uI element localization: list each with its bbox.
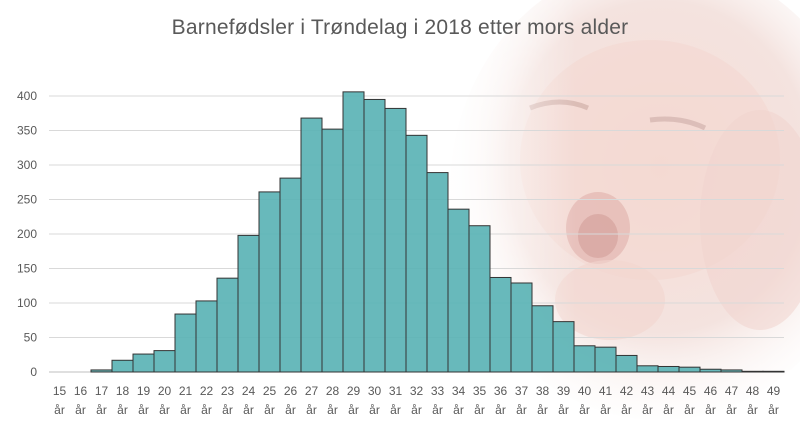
x-tick-label: 22 år	[200, 384, 214, 417]
bar	[468, 225, 491, 373]
x-tick-label: 49 år	[767, 384, 781, 417]
bar	[489, 276, 512, 373]
x-axis-labels: 15 år 16 år 17 år 18 år 19 år 20 år 21 år 22 år 23 år 24 år…	[53, 384, 781, 417]
x-tick-label: 42 år	[620, 384, 634, 417]
bar	[615, 354, 638, 373]
x-tick-label: 33 år	[431, 384, 445, 417]
x-tick-label: 39 år	[557, 384, 571, 417]
x-tick-label: 26 år	[284, 384, 298, 417]
x-tick-label: 27 år	[305, 384, 319, 417]
bar	[258, 191, 281, 373]
bar	[237, 234, 260, 373]
bar	[384, 107, 407, 373]
x-tick-label: 28 år	[326, 384, 340, 417]
x-tick-label: 25 år	[263, 384, 277, 417]
x-tick-label: 32 år	[410, 384, 424, 417]
bar	[111, 359, 134, 373]
x-tick-label: 36 år	[494, 384, 508, 417]
x-tick-label: 23 år	[221, 384, 235, 417]
bar	[678, 366, 701, 373]
x-tick-label: 29 år	[347, 384, 361, 417]
x-tick-label: 37 år	[515, 384, 529, 417]
bar	[510, 282, 533, 373]
bar	[195, 300, 218, 373]
x-tick-label: 41 år	[599, 384, 613, 417]
bar	[447, 208, 470, 373]
bar	[342, 91, 365, 373]
x-tick-label: 18 år	[116, 384, 130, 417]
bar	[363, 98, 386, 373]
x-tick-label: 21 år	[179, 384, 193, 417]
bar	[657, 365, 680, 373]
bar	[153, 350, 176, 373]
bar	[132, 353, 155, 373]
bar	[216, 277, 239, 373]
x-tick-label: 20 år	[158, 384, 172, 417]
x-tick-label: 31 år	[389, 384, 403, 417]
bar	[321, 128, 344, 373]
bars	[90, 91, 785, 373]
y-tick-label: 400	[17, 89, 37, 103]
y-tick-label: 50	[24, 331, 38, 345]
x-tick-label: 43 år	[641, 384, 655, 417]
bar	[573, 345, 596, 373]
bar	[531, 305, 554, 373]
y-tick-label: 250	[17, 193, 37, 207]
x-tick-label: 24 år	[242, 384, 256, 417]
x-tick-label: 35 år	[473, 384, 487, 417]
bar	[762, 370, 785, 373]
x-tick-label: 16 år	[74, 384, 88, 417]
bar	[552, 321, 575, 373]
bar	[300, 117, 323, 373]
bar	[594, 346, 617, 373]
y-tick-label: 300	[17, 158, 37, 172]
y-tick-label: 200	[17, 227, 37, 241]
bar	[741, 370, 764, 373]
x-tick-label: 15 år	[53, 384, 67, 417]
x-tick-label: 48 år	[746, 384, 760, 417]
x-tick-label: 17 år	[95, 384, 109, 417]
y-tick-label: 0	[30, 365, 37, 379]
x-tick-label: 19 år	[137, 384, 151, 417]
x-tick-label: 40 år	[578, 384, 592, 417]
x-tick-label: 47 år	[725, 384, 739, 417]
bar	[279, 177, 302, 373]
bar	[90, 369, 113, 373]
y-tick-label: 350	[17, 124, 37, 138]
chart-title: Barnefødsler i Trøndelag i 2018 etter mo…	[171, 16, 629, 39]
x-tick-label: 38 år	[536, 384, 550, 417]
x-tick-label: 30 år	[368, 384, 382, 417]
bar	[405, 134, 428, 373]
x-tick-label: 45 år	[683, 384, 697, 417]
x-tick-label: 44 år	[662, 384, 676, 417]
bar	[636, 365, 659, 373]
x-tick-label: 34 år	[452, 384, 466, 417]
y-axis-labels: 0 50 100 150 200 250 300 350 400	[17, 89, 37, 379]
bar	[699, 368, 722, 373]
bar	[720, 369, 743, 373]
bar	[426, 172, 449, 373]
y-tick-label: 100	[17, 296, 37, 310]
y-tick-label: 150	[17, 262, 37, 276]
bar	[174, 313, 197, 373]
x-tick-label: 46 år	[704, 384, 718, 417]
